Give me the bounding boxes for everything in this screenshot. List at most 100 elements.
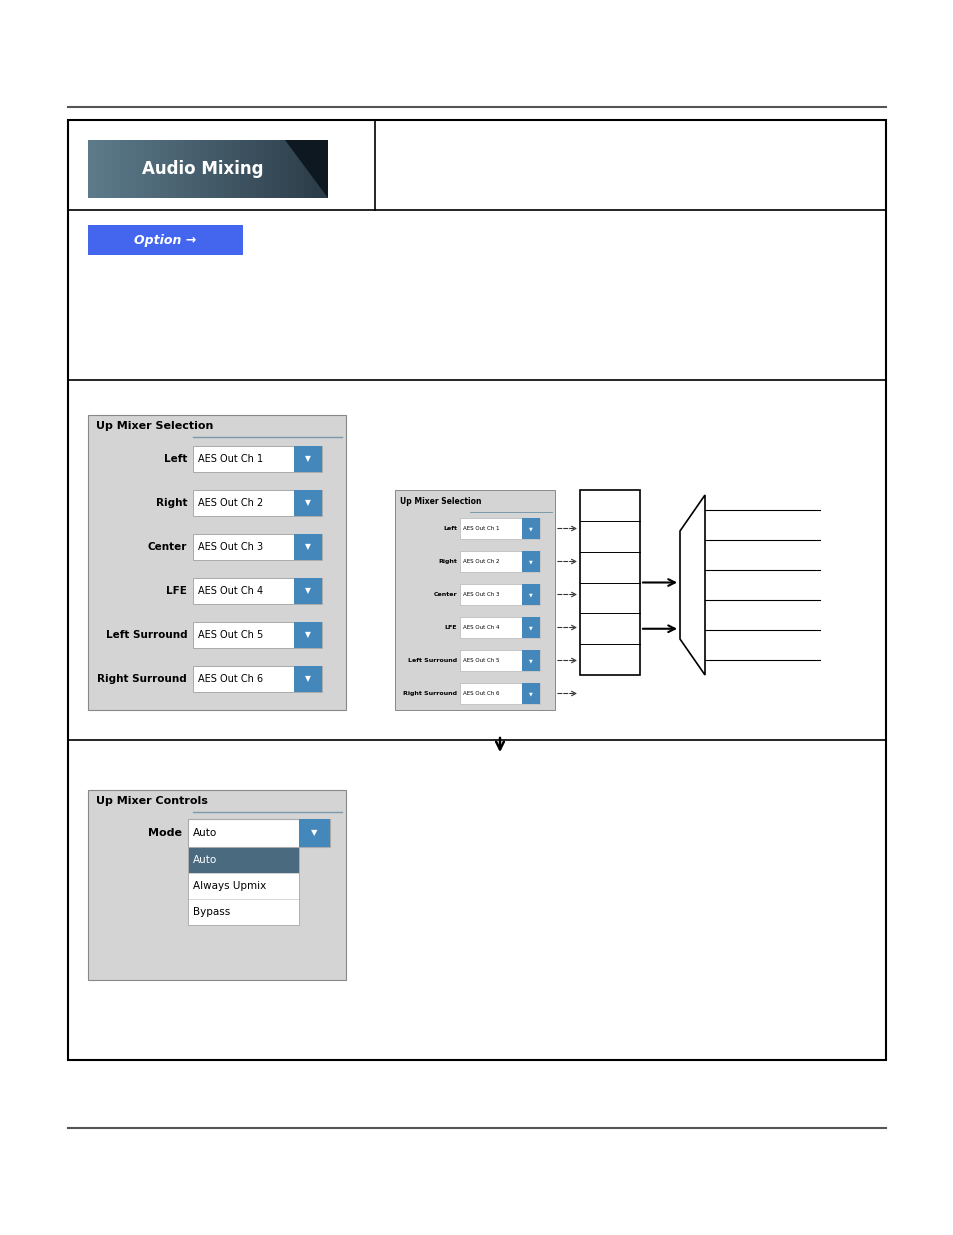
FancyBboxPatch shape xyxy=(160,140,169,198)
FancyBboxPatch shape xyxy=(255,140,264,198)
FancyBboxPatch shape xyxy=(459,517,539,540)
Text: Left: Left xyxy=(164,454,187,464)
Text: Right Surround: Right Surround xyxy=(97,674,187,684)
FancyBboxPatch shape xyxy=(96,140,105,198)
Text: AES Out Ch 2: AES Out Ch 2 xyxy=(462,559,499,564)
FancyBboxPatch shape xyxy=(175,140,184,198)
FancyBboxPatch shape xyxy=(298,819,330,847)
FancyBboxPatch shape xyxy=(193,534,322,561)
FancyBboxPatch shape xyxy=(188,819,330,847)
FancyBboxPatch shape xyxy=(294,534,322,561)
FancyBboxPatch shape xyxy=(294,621,322,648)
FancyBboxPatch shape xyxy=(88,415,346,710)
FancyBboxPatch shape xyxy=(88,140,96,198)
Text: Left Surround: Left Surround xyxy=(106,630,187,640)
FancyBboxPatch shape xyxy=(136,140,144,198)
FancyBboxPatch shape xyxy=(522,517,539,540)
Text: Center: Center xyxy=(433,592,456,597)
FancyBboxPatch shape xyxy=(522,650,539,672)
FancyBboxPatch shape xyxy=(459,584,539,605)
Text: AES Out Ch 6: AES Out Ch 6 xyxy=(462,692,499,697)
Text: Auto: Auto xyxy=(193,827,217,839)
FancyBboxPatch shape xyxy=(144,140,152,198)
FancyBboxPatch shape xyxy=(459,616,539,638)
Text: ▼: ▼ xyxy=(529,658,533,663)
Text: AES Out Ch 5: AES Out Ch 5 xyxy=(462,658,499,663)
FancyBboxPatch shape xyxy=(280,140,288,198)
Text: Up Mixer Controls: Up Mixer Controls xyxy=(96,797,208,806)
Text: Center: Center xyxy=(148,542,187,552)
FancyBboxPatch shape xyxy=(188,873,298,899)
Text: Up Mixer Selection: Up Mixer Selection xyxy=(399,496,481,505)
FancyBboxPatch shape xyxy=(459,551,539,572)
Text: ▼: ▼ xyxy=(305,674,311,683)
Text: AES Out Ch 1: AES Out Ch 1 xyxy=(198,454,263,464)
FancyBboxPatch shape xyxy=(188,847,298,873)
Text: ▼: ▼ xyxy=(529,526,533,531)
Text: AES Out Ch 2: AES Out Ch 2 xyxy=(198,498,263,508)
Text: Always Upmix: Always Upmix xyxy=(193,881,266,890)
FancyBboxPatch shape xyxy=(294,578,322,604)
Text: ▼: ▼ xyxy=(529,559,533,564)
Text: Mode: Mode xyxy=(148,827,182,839)
FancyBboxPatch shape xyxy=(168,140,176,198)
FancyBboxPatch shape xyxy=(200,140,209,198)
FancyBboxPatch shape xyxy=(459,650,539,672)
Text: Left: Left xyxy=(442,526,456,531)
FancyBboxPatch shape xyxy=(240,140,248,198)
Text: AES Out Ch 3: AES Out Ch 3 xyxy=(198,542,263,552)
FancyBboxPatch shape xyxy=(128,140,136,198)
FancyBboxPatch shape xyxy=(88,790,346,981)
FancyBboxPatch shape xyxy=(88,225,243,254)
Text: Right: Right xyxy=(155,498,187,508)
FancyBboxPatch shape xyxy=(193,578,322,604)
FancyBboxPatch shape xyxy=(522,683,539,704)
Text: Option →: Option → xyxy=(134,233,196,247)
Text: LFE: LFE xyxy=(166,585,187,597)
Text: AES Out Ch 4: AES Out Ch 4 xyxy=(462,625,499,630)
Text: Up Mixer Selection: Up Mixer Selection xyxy=(96,421,213,431)
Text: ▼: ▼ xyxy=(529,692,533,697)
Text: AES Out Ch 4: AES Out Ch 4 xyxy=(198,585,263,597)
Text: ▼: ▼ xyxy=(305,587,311,595)
Text: ▼: ▼ xyxy=(529,625,533,630)
FancyBboxPatch shape xyxy=(522,616,539,638)
FancyBboxPatch shape xyxy=(264,140,273,198)
FancyBboxPatch shape xyxy=(522,584,539,605)
FancyBboxPatch shape xyxy=(224,140,233,198)
Text: Right: Right xyxy=(437,559,456,564)
FancyBboxPatch shape xyxy=(294,666,322,692)
Text: AES Out Ch 3: AES Out Ch 3 xyxy=(462,592,499,597)
FancyBboxPatch shape xyxy=(192,140,200,198)
Text: ▼: ▼ xyxy=(305,631,311,640)
FancyBboxPatch shape xyxy=(104,140,112,198)
Text: ▼: ▼ xyxy=(305,499,311,508)
Text: ▼: ▼ xyxy=(305,454,311,463)
FancyBboxPatch shape xyxy=(248,140,256,198)
Text: Right Surround: Right Surround xyxy=(402,692,456,697)
FancyBboxPatch shape xyxy=(312,140,320,198)
FancyBboxPatch shape xyxy=(522,551,539,572)
FancyBboxPatch shape xyxy=(112,140,120,198)
FancyBboxPatch shape xyxy=(120,140,129,198)
Text: ▼: ▼ xyxy=(529,592,533,597)
FancyBboxPatch shape xyxy=(208,140,216,198)
Text: Audio Mixing: Audio Mixing xyxy=(142,161,263,178)
FancyBboxPatch shape xyxy=(272,140,280,198)
FancyBboxPatch shape xyxy=(184,140,193,198)
Text: AES Out Ch 6: AES Out Ch 6 xyxy=(198,674,263,684)
FancyBboxPatch shape xyxy=(294,490,322,516)
Text: AES Out Ch 5: AES Out Ch 5 xyxy=(198,630,263,640)
Text: AES Out Ch 1: AES Out Ch 1 xyxy=(462,526,499,531)
FancyBboxPatch shape xyxy=(152,140,160,198)
Text: Auto: Auto xyxy=(193,855,217,864)
FancyBboxPatch shape xyxy=(304,140,313,198)
Polygon shape xyxy=(285,140,328,198)
FancyBboxPatch shape xyxy=(395,490,555,710)
FancyBboxPatch shape xyxy=(319,140,328,198)
FancyBboxPatch shape xyxy=(193,490,322,516)
Text: Bypass: Bypass xyxy=(193,906,230,916)
FancyBboxPatch shape xyxy=(288,140,296,198)
FancyBboxPatch shape xyxy=(193,621,322,648)
Text: LFE: LFE xyxy=(444,625,456,630)
